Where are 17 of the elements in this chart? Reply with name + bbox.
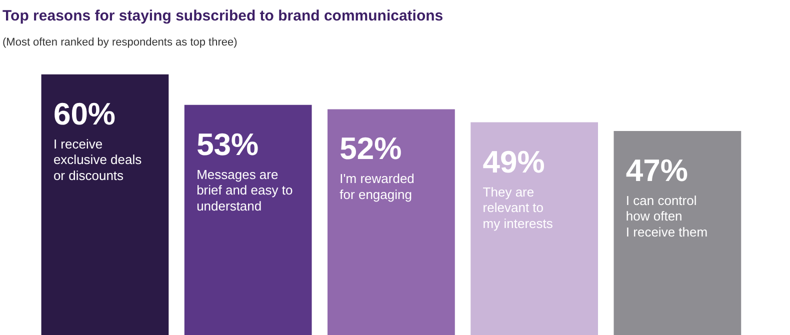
data-label: 49% [482,144,545,180]
chart-title: Top reasons for staying subscribed to brand communications [2,8,444,24]
x-tick-label: I receive exclusive deals or discounts [53,136,142,183]
data-label: 53% [196,126,259,162]
x-tick-label: Messages are brief and easy to understand [196,166,293,214]
bar [470,122,598,335]
x-tick-label: I can control how often I receive them [626,192,708,240]
x-tick-label: I'm rewarded for engaging [340,171,414,202]
data-label: 60% [53,96,116,132]
bar [184,104,312,335]
data-label: 47% [626,152,688,188]
bar [41,74,169,335]
bar [614,130,742,335]
bar [328,109,455,335]
x-tick-label: They are relevant to my interests [482,184,554,231]
data-label: 52% [340,131,402,166]
chart-subtitle: (Most often ranked by respondents as top three) [2,36,238,48]
